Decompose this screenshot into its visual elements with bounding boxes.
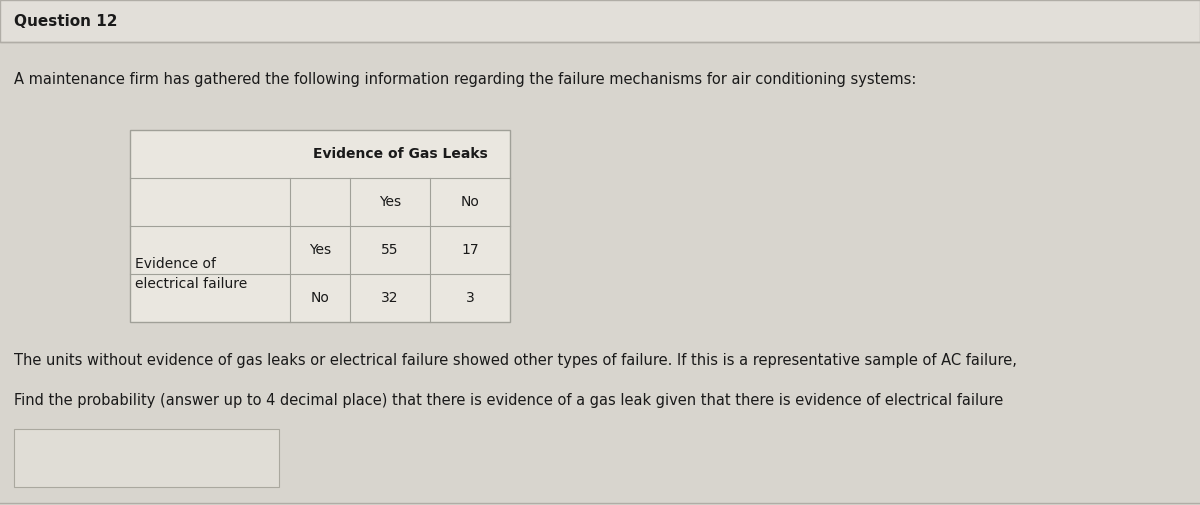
Text: Evidence of: Evidence of: [134, 257, 216, 271]
Text: Yes: Yes: [308, 243, 331, 257]
Text: Evidence of Gas Leaks: Evidence of Gas Leaks: [313, 147, 487, 161]
Text: The units without evidence of gas leaks or electrical failure showed other types: The units without evidence of gas leaks …: [14, 352, 1016, 368]
Text: No: No: [311, 291, 330, 305]
FancyBboxPatch shape: [14, 429, 278, 487]
Text: 32: 32: [382, 291, 398, 305]
Text: Yes: Yes: [379, 195, 401, 209]
Text: 55: 55: [382, 243, 398, 257]
Text: No: No: [461, 195, 480, 209]
Text: 3: 3: [466, 291, 474, 305]
Text: Question 12: Question 12: [14, 14, 118, 28]
FancyBboxPatch shape: [130, 130, 510, 322]
Text: A maintenance firm has gathered the following information regarding the failure : A maintenance firm has gathered the foll…: [14, 72, 917, 87]
Text: electrical failure: electrical failure: [134, 277, 247, 291]
Text: 17: 17: [461, 243, 479, 257]
Text: Find the probability (answer up to 4 decimal place) that there is evidence of a : Find the probability (answer up to 4 dec…: [14, 392, 1003, 408]
FancyBboxPatch shape: [0, 0, 1200, 42]
